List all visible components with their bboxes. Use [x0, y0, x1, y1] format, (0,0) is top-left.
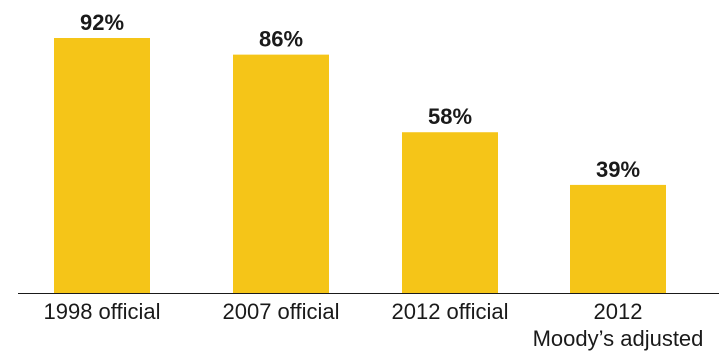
value-label-1: 92% [80, 10, 124, 35]
bar-3 [402, 132, 498, 293]
bars-group [54, 38, 666, 294]
category-label-1: 1998 official [43, 299, 160, 324]
category-label-2: 2007 official [222, 299, 339, 324]
value-label-2: 86% [259, 27, 303, 52]
value-labels-group: 92% 86% 58% 39% [80, 10, 640, 182]
category-label-4-line-2: Moody’s adjusted [533, 326, 704, 351]
value-label-3: 58% [428, 104, 472, 129]
category-label-3: 2012 official [391, 299, 508, 324]
category-label-4-line-1: 2012 [594, 299, 643, 324]
bar-1 [54, 38, 150, 293]
value-label-4: 39% [596, 157, 640, 182]
bar-4 [570, 184, 666, 293]
category-labels-group: 1998 official 2007 official 2012 official 2… [43, 299, 703, 351]
bar-2 [233, 54, 329, 294]
